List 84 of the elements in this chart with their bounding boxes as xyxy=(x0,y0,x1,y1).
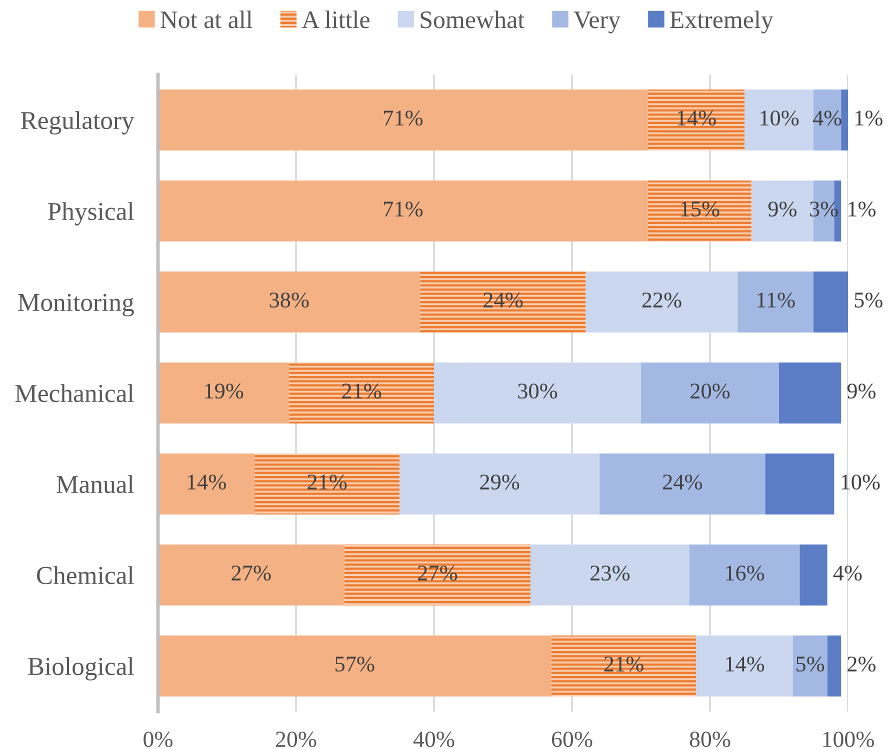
data-label: 11% xyxy=(758,292,795,308)
bar xyxy=(158,90,648,150)
bar xyxy=(696,636,793,696)
data-label: 14% xyxy=(188,474,226,490)
x-tick-label: 60% xyxy=(552,732,592,748)
legend-label: Somewhat xyxy=(420,10,524,28)
bar xyxy=(158,180,648,242)
data-label: 38% xyxy=(270,292,309,308)
y-tick-label: Regulatory xyxy=(20,111,134,134)
legend-label: Very xyxy=(574,12,620,34)
legend-label: Not at all xyxy=(160,10,252,28)
data-label: 57% xyxy=(336,656,374,672)
bar xyxy=(765,454,834,514)
y-tick-label: Mechanical xyxy=(15,384,134,402)
data-label: 14% xyxy=(678,110,716,126)
data-label: 9% xyxy=(768,202,797,217)
x-tick-label: 0% xyxy=(144,732,172,748)
data-label: 24% xyxy=(663,474,702,490)
bar xyxy=(420,272,586,332)
data-label: 27% xyxy=(418,566,458,581)
data-label: 71% xyxy=(384,110,423,126)
bar xyxy=(841,90,848,150)
bar xyxy=(689,544,800,606)
data-label: 14% xyxy=(726,656,764,672)
legend-label: A little xyxy=(302,10,370,28)
bar xyxy=(744,90,814,150)
bar xyxy=(827,636,842,696)
data-label: 23% xyxy=(590,566,630,581)
data-label: 21% xyxy=(308,474,347,490)
bar xyxy=(158,636,552,696)
bar xyxy=(814,272,848,332)
data-label: 29% xyxy=(480,474,520,490)
y-tick-label: Manual xyxy=(56,475,134,494)
data-label: 5% xyxy=(854,292,882,308)
bar xyxy=(792,636,828,696)
y-tick-label: Chemical xyxy=(36,566,134,584)
data-label: 4% xyxy=(833,566,862,581)
bar xyxy=(254,454,400,514)
data-label: 5% xyxy=(796,656,824,672)
legend-label: Extremely xyxy=(670,10,774,34)
bar xyxy=(738,272,814,332)
data-label: 2% xyxy=(848,656,876,672)
bar xyxy=(641,362,779,424)
bar xyxy=(289,362,434,424)
data-label: 30% xyxy=(518,384,558,399)
y-tick-label: Biological xyxy=(28,657,134,680)
bar xyxy=(158,454,255,514)
data-label: 10% xyxy=(842,474,880,490)
bar xyxy=(648,90,744,150)
data-label: 71% xyxy=(384,202,423,217)
data-label: 20% xyxy=(690,384,730,399)
data-label: 21% xyxy=(604,656,644,672)
data-label: 22% xyxy=(642,292,682,308)
bar xyxy=(400,454,600,514)
data-label: 15% xyxy=(681,202,720,217)
data-label: 19% xyxy=(205,384,244,399)
bar xyxy=(530,544,690,606)
data-label: 4% xyxy=(812,110,842,126)
bar xyxy=(648,180,752,242)
bar xyxy=(814,90,842,150)
bar xyxy=(158,362,290,424)
data-label: 27% xyxy=(232,566,271,581)
data-label: 21% xyxy=(342,384,382,399)
data-label: 10% xyxy=(760,110,799,126)
bar xyxy=(586,272,738,332)
y-tick-label: Monitoring xyxy=(18,294,134,316)
x-tick-label: 80% xyxy=(690,732,730,748)
x-tick-label: 20% xyxy=(276,732,316,748)
data-label: 9% xyxy=(847,384,876,399)
data-label: 3% xyxy=(810,202,838,217)
x-tick-label: 100% xyxy=(823,732,874,748)
bar xyxy=(779,362,842,424)
x-tick-label: 40% xyxy=(413,732,454,748)
bar xyxy=(434,362,641,424)
bar xyxy=(600,454,766,514)
data-label: 1% xyxy=(848,202,876,217)
bar xyxy=(158,272,420,332)
bar xyxy=(551,636,696,696)
bar xyxy=(158,544,344,606)
bar xyxy=(800,544,828,606)
bar xyxy=(344,544,531,606)
y-tick-label: Physical xyxy=(48,202,134,226)
data-label: 16% xyxy=(726,566,764,581)
data-label: 1% xyxy=(856,110,882,126)
